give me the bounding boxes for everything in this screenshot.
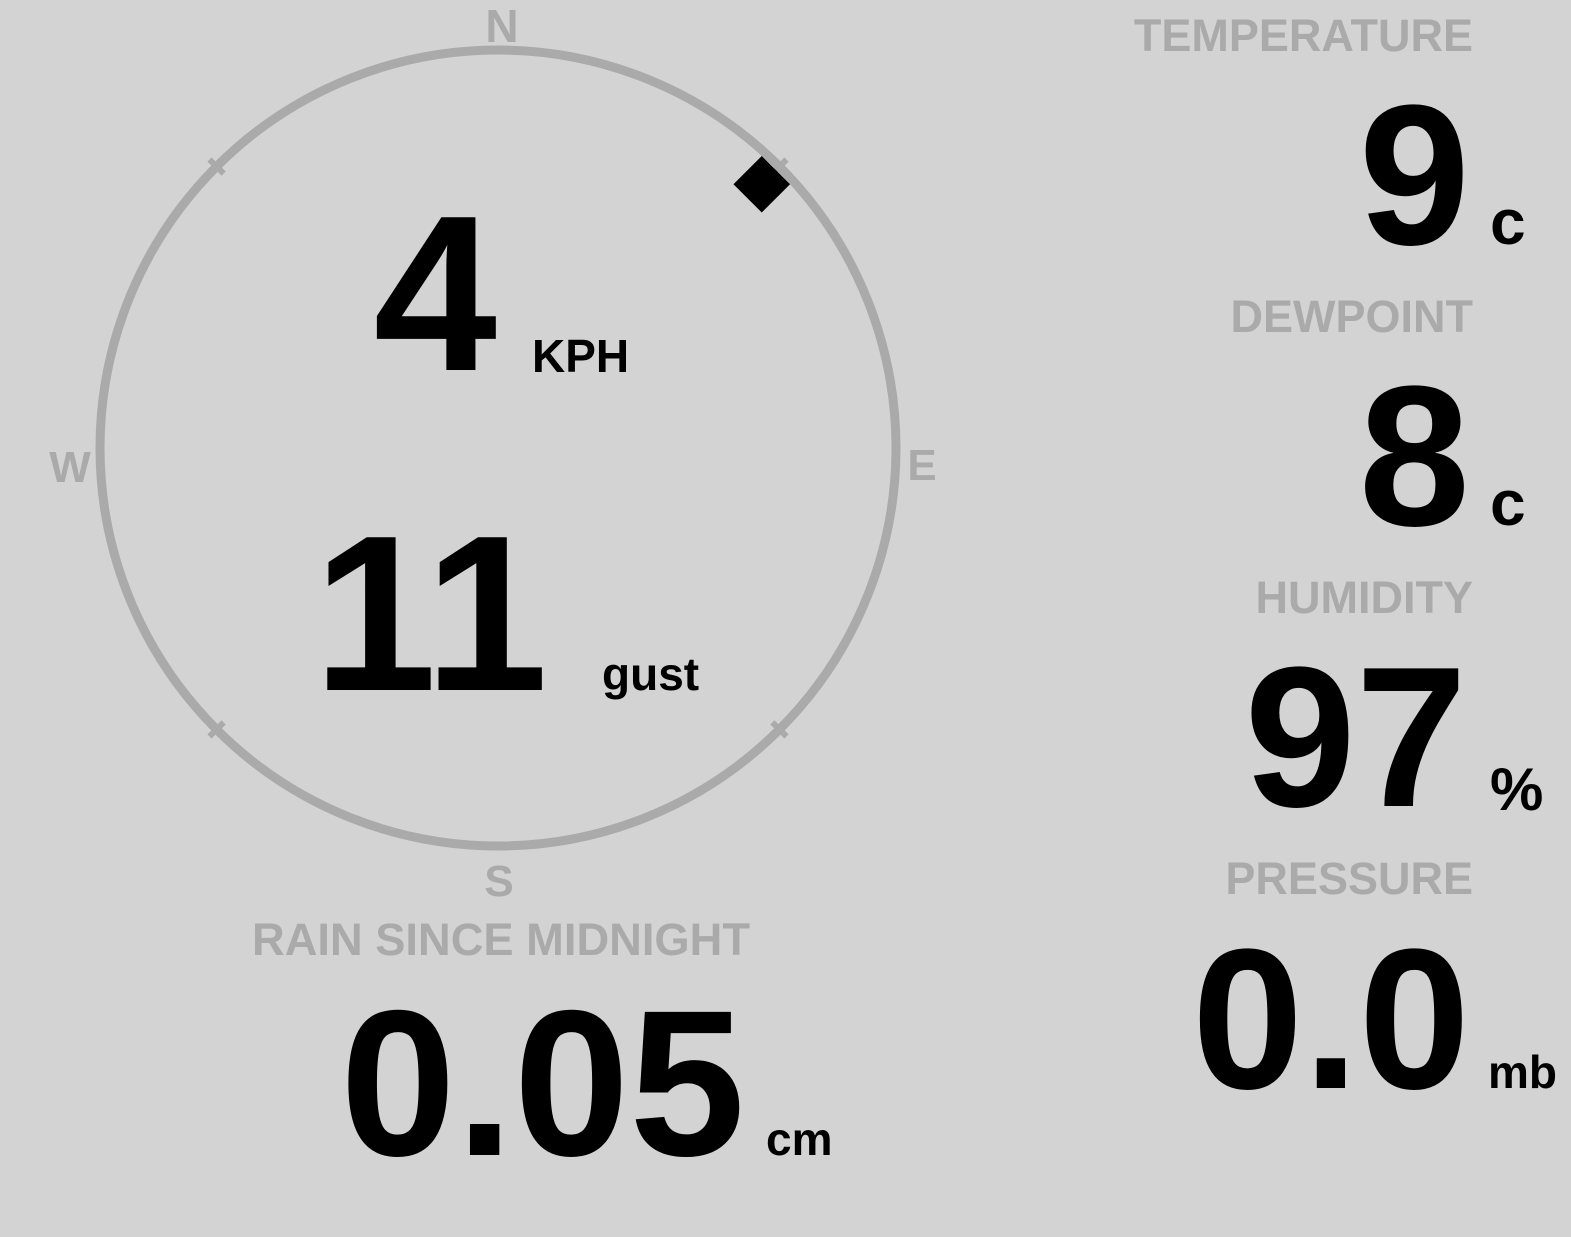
compass-north: N — [485, 0, 518, 52]
compass-notch — [207, 157, 226, 176]
humidity-panel: HUMIDITY 97 % — [1245, 572, 1544, 849]
temperature-panel: TEMPERATURE 9 c — [1134, 10, 1526, 287]
rain-unit: cm — [766, 1113, 832, 1165]
compass-notch — [207, 720, 226, 739]
compass-east: E — [907, 441, 936, 490]
pressure-label: PRESSURE — [1225, 853, 1473, 904]
pressure-panel: PRESSURE 0.0 mb — [1192, 853, 1557, 1131]
temperature-unit: c — [1490, 186, 1526, 258]
compass-south: S — [484, 857, 513, 906]
rain-label: RAIN SINCE MIDNIGHT — [252, 914, 750, 965]
humidity-unit: % — [1490, 756, 1543, 823]
humidity-label: HUMIDITY — [1256, 572, 1474, 623]
wind-speed-value: 4 — [374, 170, 497, 418]
temperature-label: TEMPERATURE — [1134, 10, 1473, 61]
compass-notch — [770, 720, 789, 739]
humidity-value: 97 — [1245, 626, 1467, 849]
dewpoint-value: 8 — [1359, 345, 1470, 568]
wind-speed-unit: KPH — [532, 330, 629, 382]
dewpoint-unit: c — [1490, 467, 1526, 539]
compass-west: W — [49, 443, 91, 492]
wind-compass: N E S W 4 KPH 11 gust — [49, 0, 936, 906]
temperature-value: 9 — [1359, 64, 1470, 287]
pressure-unit: mb — [1488, 1046, 1557, 1098]
rain-panel: RAIN SINCE MIDNIGHT 0.05 cm — [252, 914, 832, 1200]
wind-gust-value: 11 — [313, 490, 548, 738]
wind-gust-label: gust — [602, 648, 699, 700]
dewpoint-panel: DEWPOINT 8 c — [1231, 291, 1526, 568]
rain-value: 0.05 — [340, 968, 745, 1200]
compass-ring — [95, 45, 901, 851]
pressure-value: 0.0 — [1192, 908, 1470, 1131]
dewpoint-label: DEWPOINT — [1231, 291, 1474, 342]
